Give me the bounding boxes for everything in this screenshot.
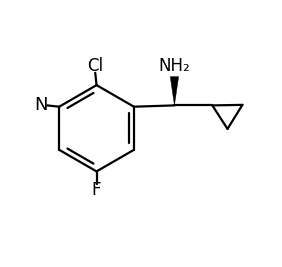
Polygon shape [170,77,179,105]
Text: NH₂: NH₂ [158,57,190,75]
Text: F: F [92,181,101,199]
Text: Cl: Cl [87,57,103,75]
Text: N: N [35,96,48,114]
